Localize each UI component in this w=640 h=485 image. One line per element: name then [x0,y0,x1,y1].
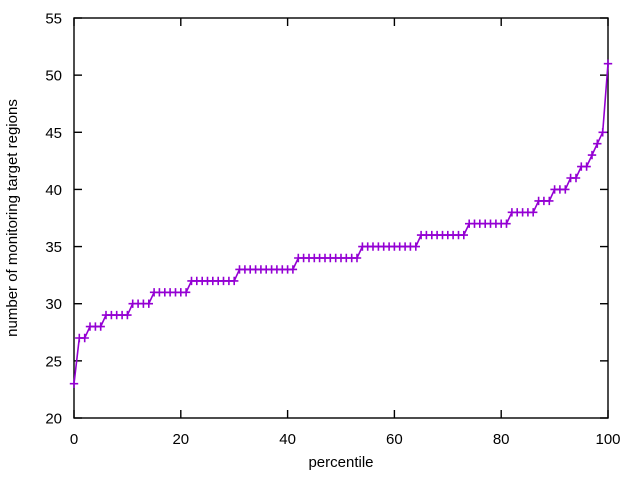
data-point-marker [411,242,420,251]
data-point-marker [352,253,362,263]
data-point-marker [181,288,191,297]
x-tick-label: 100 [595,431,620,448]
x-tick-label: 60 [386,431,403,448]
y-tick-label: 20 [45,411,62,428]
data-point-marker [598,128,607,137]
x-tick-label: 40 [279,431,296,448]
data-point-marker [123,310,132,320]
x-tick-label: 0 [70,431,78,448]
data-point-marker [144,299,153,308]
data-point-marker [582,162,591,171]
y-tick-label: 55 [45,11,62,28]
data-point-marker [593,139,602,148]
y-tick-label: 45 [45,125,62,142]
data-point-marker [561,185,570,194]
y-tick-labels: 20 25 30 35 40 45 50 55 [45,11,62,428]
y-tick-label: 40 [45,182,62,199]
data-point-marker [545,196,554,206]
x-tick-label: 20 [172,431,189,448]
axis-ticks [73,17,609,419]
data-point-marker [96,322,105,331]
data-point-marker [571,173,581,183]
plot-frame [73,17,609,419]
data-point-marker [587,150,597,160]
data-point-marker [230,276,239,286]
data-point-marker [459,230,468,240]
series-line [73,63,609,384]
data-point-marker [603,59,613,68]
y-tick-label: 35 [45,239,62,256]
y-tick-label: 30 [45,296,62,313]
y-tick-label: 50 [45,68,62,85]
y-axis-title: number of monitoring target regions [4,99,21,337]
x-tick-label: 80 [493,431,510,448]
data-point-marker [529,208,538,217]
x-axis-title: percentile [308,454,373,471]
y-tick-label: 25 [45,353,62,370]
data-point-marker [288,265,298,274]
x-tick-labels: 0 20 40 60 80 100 [70,431,621,448]
data-point-marker [69,379,79,388]
data-point-marker [502,219,511,228]
data-series [69,59,613,388]
data-point-marker [80,333,89,343]
